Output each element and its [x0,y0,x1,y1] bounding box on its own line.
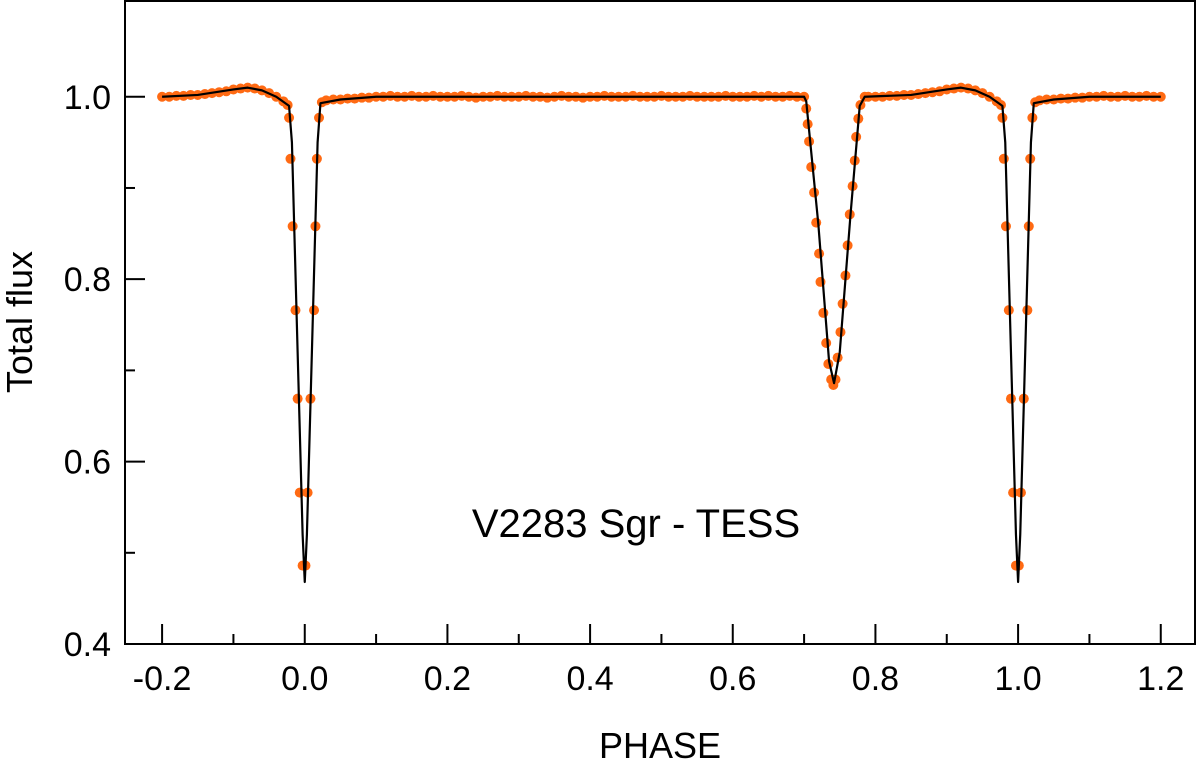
observed-point [1005,393,1016,404]
observed-point [1000,221,1011,232]
x-axis-label: PHASE [599,725,721,766]
axis-ticks: -0.2 0.0 0.2 0.4 0.6 0.8 1.0 1.2 0.4 0.6 0.8 1.0 [64,79,1185,698]
y-tick-label: 0.6 [64,444,111,482]
observed-point [998,153,1009,164]
observed-point [814,248,825,259]
y-tick-label: 1.0 [64,79,111,117]
observed-point [809,187,820,198]
x-tick-label: 0.6 [709,660,756,698]
observed-point [821,338,832,349]
observed-point [287,221,298,232]
observed-point [292,393,303,404]
x-tick-label: -0.2 [133,660,192,698]
y-axis-label: Total flux [0,251,40,393]
x-tick-label: 1.0 [994,660,1041,698]
y-tick-label: 0.8 [64,261,111,299]
x-tick-label: 1.2 [1137,660,1184,698]
observed-point [806,161,817,172]
x-tick-label: 0.4 [566,660,613,698]
observed-point [285,153,296,164]
plot-marks [157,82,1166,584]
x-tick-label: 0.8 [852,660,899,698]
y-tick-label: 0.4 [64,626,111,664]
x-tick-label: 0.2 [424,660,471,698]
observed-point [818,307,829,318]
x-tick-label: 0.0 [281,660,328,698]
chart-annotation: V2283 Sgr - TESS [472,502,800,546]
plot-frame [124,0,1196,645]
observed-point [811,217,822,228]
model-curve [162,86,1161,584]
